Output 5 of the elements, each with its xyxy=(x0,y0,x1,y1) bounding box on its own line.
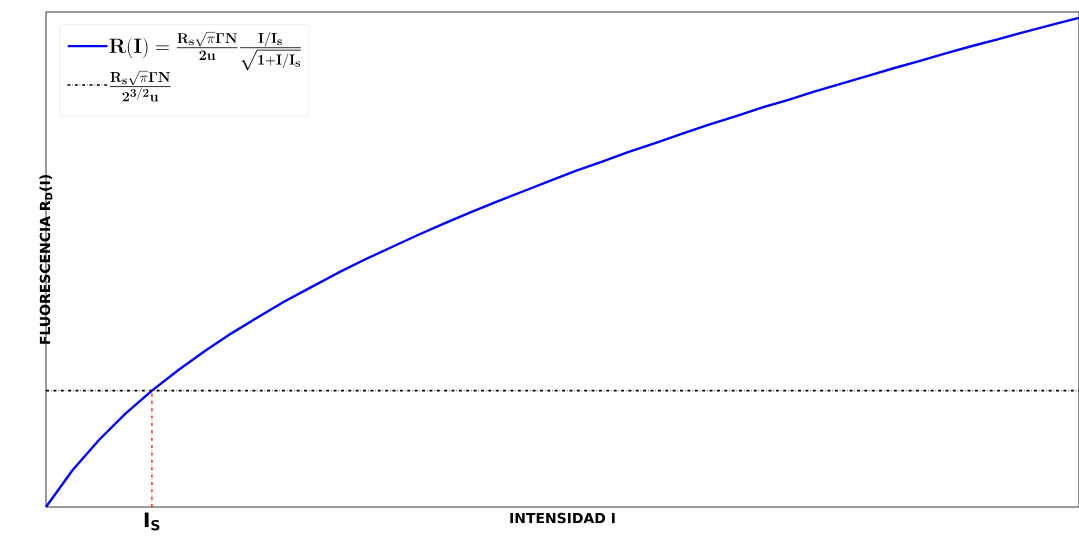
legend-label: $\mathbf{R(I) = \frac{R_s\sqrt{\pi}\Gamma N}{2u}\frac{I/I_s}{\sqrt{1+I/I_s}}}$ xyxy=(109,32,301,71)
legend-label: $\mathbf{\frac{R_s\sqrt{\pi}\Gamma N}{2^{3/2}u}}$ xyxy=(109,71,171,102)
y-axis-title: FLUORESCENCIA R$_{D}$(I) xyxy=(39,175,53,344)
annotation: I$_{S}$ xyxy=(144,512,160,531)
x-axis-title: INTENSIDAD I xyxy=(510,512,615,524)
